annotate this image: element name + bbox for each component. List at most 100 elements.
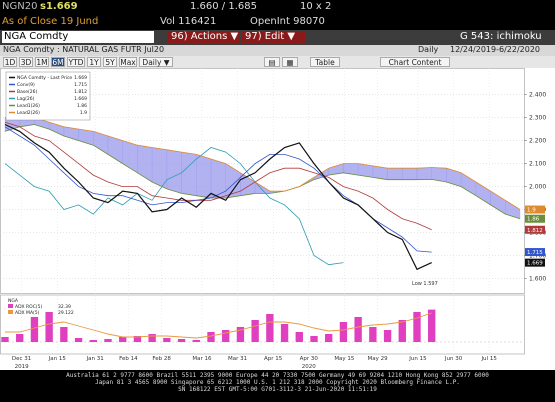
cloud: [387, 168, 403, 180]
ticker: NGN20: [2, 1, 38, 12]
legend-swatch: [8, 304, 13, 308]
footer: Australia 61 2 9777 8600 Brazil 5511 239…: [0, 370, 555, 402]
date-range: 12/24/2019-6/22/2020: [450, 45, 541, 54]
range-button[interactable]: 5Y: [103, 57, 117, 67]
histogram-bar: [104, 339, 112, 342]
range-button[interactable]: 1M: [35, 57, 49, 67]
range-button[interactable]: 3D: [19, 57, 33, 67]
x-tick-label: Apr 15: [264, 356, 283, 362]
edit-button[interactable]: 97) Edit ▼: [242, 31, 305, 43]
cloud: [416, 167, 432, 180]
histogram-bar: [310, 336, 318, 342]
bid-ask: 1.660 / 1.685: [190, 1, 257, 12]
y-tick-label: 2.000: [529, 184, 546, 191]
histogram-bar: [222, 330, 230, 342]
range-button[interactable]: YTD: [67, 57, 85, 67]
legend-value: 29.122: [58, 310, 74, 316]
legend-label: Lag(26): [17, 96, 35, 102]
legend-box: [5, 71, 91, 121]
cloud: [93, 131, 109, 155]
x-tick-label: Apr 30: [300, 356, 319, 362]
icon-button[interactable]: ▦: [282, 57, 298, 67]
range-button[interactable]: Max: [119, 57, 137, 67]
x-tick-label: Jun 30: [444, 356, 463, 362]
cloud: [402, 168, 418, 180]
chart: 2.4002.3002.2002.1002.0001.9001.8001.700…: [0, 68, 555, 370]
histogram-bar: [45, 312, 53, 342]
series-line: [4, 147, 344, 266]
value-tag: [525, 214, 545, 223]
legend-label: Lead1(26): [17, 103, 40, 109]
icon-button[interactable]: ▤: [264, 57, 280, 67]
function-name: G 543: ichimoku: [460, 31, 542, 42]
volume: Vol 116421: [160, 16, 217, 27]
value-tag: [525, 225, 545, 234]
x-tick-label: Feb 28: [152, 356, 171, 362]
histogram-bar: [280, 324, 289, 342]
lower-frame: [0, 294, 525, 355]
security-input[interactable]: NGA Comdty: [2, 31, 154, 43]
histogram-bar: [163, 338, 171, 342]
year-label: 2020: [302, 364, 316, 370]
legend-value: 1.669: [74, 96, 87, 102]
legend-value: 1.812: [74, 89, 87, 95]
histogram-bar: [339, 322, 348, 342]
x-tick-label: Jul 15: [480, 356, 497, 362]
legend-label: ADX MA(5): [15, 310, 40, 316]
value-tag: [525, 248, 545, 257]
legend-label: NGA Comdty - Last Price: [17, 75, 72, 81]
year-label: 2019: [15, 364, 29, 370]
histogram-bar: [295, 332, 303, 342]
legend-label: Base(26): [17, 89, 37, 95]
histogram-bar: [236, 327, 245, 342]
legend-label: ADX ROC(5): [15, 304, 42, 310]
actions-button[interactable]: 96) Actions ▼: [168, 31, 239, 43]
histogram-bar: [192, 340, 200, 342]
frequency: Daily: [418, 45, 439, 54]
cloud: [490, 190, 506, 215]
y-tick-label: 2.200: [529, 138, 546, 145]
histogram-bar: [74, 338, 83, 342]
range-button[interactable]: 1D: [3, 57, 17, 67]
histogram-bar: [89, 340, 97, 342]
value-tag-label: 1.715: [527, 250, 543, 256]
cloud: [137, 144, 153, 183]
x-tick-label: Dec 31: [12, 356, 31, 362]
range-button[interactable]: 1Y: [87, 57, 101, 67]
histogram-bar: [428, 309, 436, 342]
legend-swatch: [8, 310, 13, 314]
range-button[interactable]: 6M: [51, 57, 65, 67]
footer-line: Australia 61 2 9777 8600 Brazil 5511 239…: [66, 372, 489, 379]
size: 10 x 2: [300, 1, 332, 12]
cloud: [460, 172, 477, 197]
histogram-bar: [177, 339, 186, 342]
histogram-bar: [133, 336, 142, 342]
legend-value: 1.715: [74, 82, 87, 88]
chart-content-button[interactable]: Chart Content: [380, 57, 450, 67]
cloud: [475, 181, 491, 206]
status-bar: As of Close 19 Jund Vol 116421 OpenInt 9…: [0, 15, 555, 30]
cloud: [196, 154, 212, 199]
table-button[interactable]: Table: [310, 57, 340, 67]
y-tick-label: 1.600: [529, 276, 546, 283]
command-bar: NGA Comdty 96) Actions ▼ 97) Edit ▼ G 54…: [0, 30, 555, 45]
x-tick-label: May 29: [368, 356, 389, 362]
quote-bar: NGN20 s1.669 1.660 / 1.685 10 x 2: [0, 0, 555, 15]
value-tag: [525, 258, 545, 267]
y-tick-label: 2.300: [529, 115, 546, 122]
cloud: [225, 163, 241, 199]
legend-value: 1.669: [74, 75, 87, 81]
series-line: [4, 123, 432, 271]
histogram-bar: [369, 327, 377, 342]
histogram-bar: [1, 337, 9, 342]
value-tag-label: 1.9: [527, 208, 536, 214]
range-button[interactable]: Daily ▼: [139, 57, 173, 67]
cloud: [166, 149, 182, 194]
toolbar: ▤ ▦ Table Chart Content 1D 3D 1M 6M YTD 1Y 5Y M…: [0, 56, 555, 68]
x-tick-label: Mar 16: [192, 356, 212, 362]
plot-frame: [0, 68, 525, 294]
histogram-bar: [30, 317, 39, 342]
histogram-bar: [398, 320, 406, 342]
x-tick-label: Jan 15: [48, 356, 67, 362]
